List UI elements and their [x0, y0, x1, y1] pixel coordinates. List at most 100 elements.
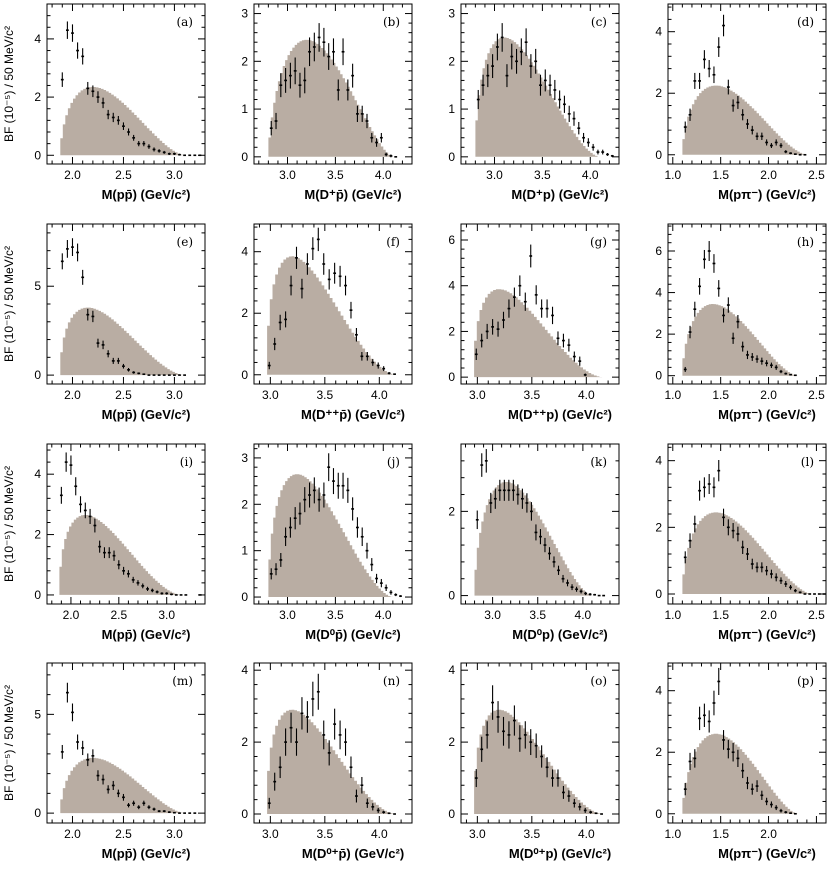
data-point	[784, 372, 788, 375]
histogram	[267, 256, 396, 375]
data-point	[567, 105, 571, 122]
y-tick-label: 2	[241, 54, 248, 68]
panel-f: 3.0 3.5 4.0 0 2 4 (f) M(D⁺⁺p̄) (GeV/c²)	[241, 223, 413, 422]
data-point	[173, 811, 176, 814]
data-point	[101, 774, 105, 785]
data-point	[717, 667, 721, 695]
data-point	[284, 728, 287, 756]
data-point	[593, 593, 597, 596]
panel-frame	[460, 662, 620, 824]
y-tick-label: 0	[655, 369, 662, 383]
histogram	[60, 307, 185, 376]
data-point	[155, 590, 159, 594]
x-tick-label: 3.5	[523, 388, 540, 402]
y-tick-label: 2	[241, 735, 248, 749]
panel-label: (i)	[180, 455, 193, 469]
data-point	[106, 350, 110, 358]
x-tick-label: 1.5	[712, 388, 729, 402]
data-point	[387, 372, 391, 375]
data-point	[79, 496, 82, 513]
panel-label: (l)	[801, 455, 814, 469]
data-point	[557, 565, 560, 575]
data-point	[308, 482, 311, 508]
data-point	[303, 487, 307, 513]
panel-label: (e)	[177, 235, 193, 249]
panel-label: (j)	[387, 455, 400, 469]
x-axis-label: M(D⁺⁺p̄) (GeV/c²)	[301, 407, 405, 422]
data-point	[273, 337, 277, 351]
data-point	[101, 97, 105, 109]
y-tick-label: 4	[655, 286, 662, 300]
data-point	[512, 705, 516, 736]
histogram	[267, 709, 396, 814]
data-point	[147, 805, 151, 810]
data-point	[570, 584, 574, 591]
data-point	[322, 720, 326, 750]
data-point	[712, 254, 716, 273]
data-point	[379, 132, 383, 143]
data-point	[736, 749, 740, 767]
data-point	[278, 314, 282, 331]
data-point	[360, 105, 364, 122]
data-point	[486, 64, 490, 88]
data-point	[305, 701, 309, 733]
y-tick-label: 0	[241, 807, 248, 821]
y-tick-label: 0	[448, 370, 455, 384]
data-point	[741, 109, 745, 121]
panel-frame	[46, 443, 206, 605]
data-point	[496, 701, 500, 733]
data-point	[746, 119, 749, 129]
data-point	[106, 785, 110, 794]
y-tick-label: 0	[655, 587, 662, 601]
data-point	[365, 542, 369, 559]
x-axis-label: M(D⁰⁺p) (GeV/c²)	[509, 846, 611, 861]
data-point	[789, 812, 792, 814]
data-point	[167, 811, 171, 813]
x-tick-label: 4.0	[578, 388, 595, 402]
data-point	[365, 352, 369, 361]
x-tick-label: 3.0	[166, 168, 183, 182]
data-point	[88, 508, 92, 524]
data-point	[284, 311, 287, 328]
data-point	[736, 315, 740, 329]
data-point	[157, 149, 161, 153]
data-point	[336, 79, 340, 101]
x-tick-label: 3.5	[316, 388, 333, 402]
data-point	[496, 321, 500, 337]
x-tick-label: 2.0	[760, 388, 777, 402]
data-point	[60, 72, 64, 87]
x-tick-label: 2.0	[63, 608, 80, 622]
data-point	[683, 121, 687, 133]
data-point	[116, 789, 120, 798]
data-point	[493, 488, 497, 509]
data-point	[284, 527, 287, 547]
data-point	[289, 275, 293, 296]
data-point	[755, 355, 759, 363]
data-point	[60, 253, 64, 270]
data-point	[382, 810, 386, 814]
x-axis-label: M(D⁰p) (GeV/c²)	[512, 627, 607, 642]
panel-label: (p)	[797, 674, 814, 688]
data-point	[572, 798, 576, 808]
y-tick-label: 2	[655, 86, 662, 100]
y-tick-label: 3	[241, 451, 248, 465]
data-point	[344, 728, 347, 756]
data-point	[147, 144, 151, 149]
data-point	[480, 453, 484, 477]
data-point	[360, 776, 364, 794]
data-point	[312, 477, 316, 504]
data-point	[298, 72, 302, 98]
data-point	[106, 109, 110, 120]
data-point	[160, 592, 164, 595]
y-tick-label: 2	[448, 54, 455, 68]
data-point	[273, 772, 277, 791]
x-tick-label: 1.5	[712, 168, 729, 182]
data-point	[60, 744, 64, 759]
data-point	[69, 455, 73, 475]
data-point	[170, 593, 173, 596]
y-tick-label: 2	[34, 528, 41, 542]
panel-frame	[253, 3, 413, 165]
y-tick-label: 4	[241, 245, 248, 259]
data-point	[122, 566, 126, 575]
data-point	[293, 57, 297, 85]
